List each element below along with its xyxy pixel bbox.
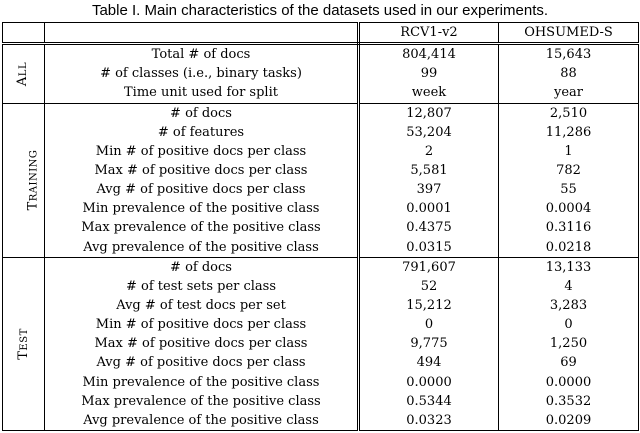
cell-ohsumed: 3,283 [498,295,639,316]
column-header-ohsumed: OHSUMED-S [498,21,639,46]
cell-rcv1: 804,414 [358,43,499,65]
cell-rcv1: 0.5344 [358,391,499,411]
cell-rcv1: 15,212 [358,295,499,316]
row-label: Max # of positive docs per class [44,160,360,181]
table-row: TEST # of docs 791,607 13,133 [2,256,639,432]
row-label: # of docs [44,102,360,123]
cell-ohsumed: 0.3532 [498,391,639,411]
row-label: Avg prevalence of the positive class [44,410,360,431]
group-label-rest: EST [18,328,30,351]
cell-ohsumed: 88 [498,64,639,84]
cell-rcv1: 0.0000 [358,372,499,392]
header-empty-group [2,21,45,46]
group-label-rest: RAINING [28,149,40,202]
row-label: Time unit used for split [44,83,360,104]
column-header-rcv1: RCV1-v2 [358,21,499,46]
table-row: Min # of positive docs per class 2 1 [3,141,639,161]
header-empty-label [44,21,360,46]
table-row: Avg # of positive docs per class 494 69 [3,353,639,373]
table-row: Avg # of test docs per set 15,212 3,283 [3,295,639,316]
cell-rcv1: 2 [358,141,499,161]
table-row: Avg prevalence of the positive class 0.03… [3,237,639,258]
cell-ohsumed: 0.0000 [498,372,639,392]
row-label: Avg prevalence of the positive class [44,237,360,258]
table-row: Avg prevalence of the positive class 0.03… [3,410,639,431]
table-row: # of features 53,204 11,286 [3,122,639,142]
cell-ohsumed: 0.3116 [498,218,639,238]
row-label: # of docs [44,256,360,277]
cell-ohsumed: 782 [498,160,639,181]
group-label: TRAINING [23,150,43,211]
row-label: Min prevalence of the positive class [44,372,360,392]
row-label: # of classes (i.e., binary tasks) [44,64,360,84]
cell-ohsumed: 0 [498,315,639,335]
cell-ohsumed: year [498,83,639,104]
cell-ohsumed: 0.0218 [498,237,639,258]
group-label-initial: T [25,201,41,211]
group-label-cell: TRAINING [2,102,45,258]
cell-ohsumed: 55 [498,180,639,200]
row-label: # of features [44,122,360,142]
group-label-cell: TEST [2,256,45,432]
group-label-cell: ALL [2,43,45,104]
group-label: ALL [13,62,33,86]
cell-rcv1: 9,775 [358,334,499,354]
cell-ohsumed: 1,250 [498,334,639,354]
table-row: Max prevalence of the positive class 0.43… [3,218,639,238]
cell-rcv1: 397 [358,180,499,200]
cell-rcv1: 791,607 [358,256,499,277]
cell-rcv1: 494 [358,353,499,373]
cell-rcv1: 52 [358,276,499,296]
table-row: Max # of positive docs per class 5,581 782 [3,160,639,181]
group-label-initial: T [15,350,31,360]
cell-rcv1: week [358,83,499,104]
group-label: TEST [14,328,34,360]
cell-rcv1: 0.0315 [358,237,499,258]
table-caption: Table I. Main characteristics of the dat… [91,2,549,19]
row-label: Max prevalence of the positive class [44,391,360,411]
cell-ohsumed: 1 [498,141,639,161]
row-label: Avg # of test docs per set [44,295,360,316]
row-label: Max # of positive docs per class [44,334,360,354]
cell-rcv1: 0.4375 [358,218,499,238]
table-row: Time unit used for split week year [3,83,639,104]
cell-ohsumed: 4 [498,276,639,296]
table-row: Max prevalence of the positive class 0.53… [3,391,639,411]
row-label: Min # of positive docs per class [44,141,360,161]
cell-rcv1: 12,807 [358,102,499,123]
cell-rcv1: 0.0001 [358,199,499,219]
cell-rcv1: 53,204 [358,122,499,142]
cell-ohsumed: 11,286 [498,122,639,142]
cell-ohsumed: 0.0209 [498,410,639,431]
cell-rcv1: 99 [358,64,499,84]
table-row: Max # of positive docs per class 9,775 1,2… [3,334,639,354]
table-row: Min prevalence of the positive class 0.00… [3,199,639,219]
cell-ohsumed: 2,510 [498,102,639,123]
cell-rcv1: 0.0323 [358,410,499,431]
table-header-row: RCV1-v2 OHSUMED-S [2,21,639,46]
row-label: Max prevalence of the positive class [44,218,360,238]
row-label: Avg # of positive docs per class [44,353,360,373]
table-row: Min prevalence of the positive class 0.00… [3,372,639,392]
cell-ohsumed: 13,133 [498,256,639,277]
group-label-initial: A [15,76,31,86]
table-row: ALL Total # of docs 804,414 15,643 [2,43,639,104]
row-label: # of test sets per class [44,276,360,296]
row-label: Min # of positive docs per class [44,315,360,335]
row-label: Total # of docs [44,43,360,65]
cell-rcv1: 0 [358,315,499,335]
row-label: Avg # of positive docs per class [44,180,360,200]
table-row: TRAINING # of docs 12,807 2,510 [2,102,639,258]
row-label: Min prevalence of the positive class [44,199,360,219]
cell-ohsumed: 0.0004 [498,199,639,219]
dataset-characteristics-table: RCV1-v2 OHSUMED-S ALL Total # of docs 804,… [2,21,639,432]
table-row: # of test sets per class 52 4 [3,276,639,296]
table-row: Avg # of positive docs per class 397 55 [3,180,639,200]
group-label-rest: LL [18,61,30,77]
cell-ohsumed: 69 [498,353,639,373]
cell-ohsumed: 15,643 [498,43,639,65]
table-row: # of classes (i.e., binary tasks) 99 88 [3,64,639,84]
table-row: Min # of positive docs per class 0 0 [3,315,639,335]
cell-rcv1: 5,581 [358,160,499,181]
